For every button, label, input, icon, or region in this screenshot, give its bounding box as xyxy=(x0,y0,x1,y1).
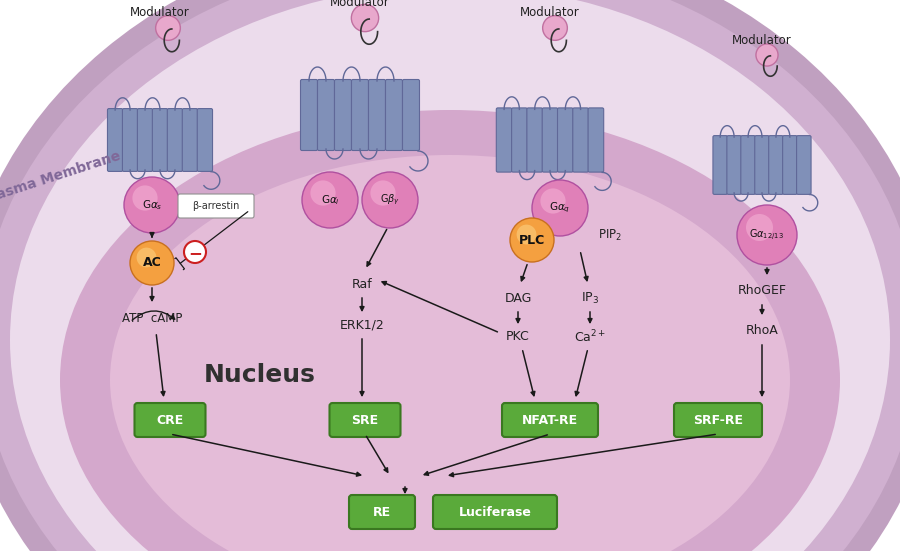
FancyBboxPatch shape xyxy=(713,136,727,195)
Text: RhoA: RhoA xyxy=(745,323,778,337)
FancyBboxPatch shape xyxy=(329,403,400,437)
Circle shape xyxy=(302,172,358,228)
Circle shape xyxy=(517,225,536,245)
Circle shape xyxy=(184,241,206,263)
FancyBboxPatch shape xyxy=(335,79,352,150)
FancyBboxPatch shape xyxy=(783,136,797,195)
FancyBboxPatch shape xyxy=(572,108,589,172)
FancyBboxPatch shape xyxy=(433,495,557,529)
Circle shape xyxy=(310,180,336,206)
Text: ATP  cAMP: ATP cAMP xyxy=(122,311,182,325)
Text: CRE: CRE xyxy=(157,413,184,426)
Text: PKC: PKC xyxy=(506,331,530,343)
Text: AC: AC xyxy=(142,257,161,269)
FancyBboxPatch shape xyxy=(542,108,558,172)
FancyBboxPatch shape xyxy=(796,136,811,195)
Text: RE: RE xyxy=(373,505,392,518)
Text: NFAT-RE: NFAT-RE xyxy=(522,413,578,426)
FancyBboxPatch shape xyxy=(197,109,212,171)
FancyBboxPatch shape xyxy=(496,108,512,172)
Ellipse shape xyxy=(110,155,790,551)
Circle shape xyxy=(362,172,418,228)
Text: Modulator: Modulator xyxy=(732,34,792,46)
Text: β-arrestin: β-arrestin xyxy=(193,201,239,211)
Text: Luciferase: Luciferase xyxy=(459,505,531,518)
Text: Ca$^{2+}$: Ca$^{2+}$ xyxy=(574,329,606,345)
Text: G$\beta_\gamma$: G$\beta_\gamma$ xyxy=(380,193,400,207)
FancyBboxPatch shape xyxy=(727,136,742,195)
FancyBboxPatch shape xyxy=(138,109,153,171)
Circle shape xyxy=(543,15,567,40)
Text: PLC: PLC xyxy=(519,234,545,246)
Text: DAG: DAG xyxy=(504,291,532,305)
Text: RhoGEF: RhoGEF xyxy=(737,284,787,296)
FancyBboxPatch shape xyxy=(107,109,122,171)
FancyBboxPatch shape xyxy=(122,109,138,171)
Circle shape xyxy=(532,180,588,236)
FancyBboxPatch shape xyxy=(385,79,402,150)
FancyBboxPatch shape xyxy=(402,79,419,150)
Text: Modulator: Modulator xyxy=(130,6,190,19)
Text: −: − xyxy=(188,244,202,262)
FancyBboxPatch shape xyxy=(511,108,527,172)
Circle shape xyxy=(156,15,180,40)
FancyBboxPatch shape xyxy=(674,403,762,437)
Text: G$\alpha_s$: G$\alpha_s$ xyxy=(141,198,162,212)
Text: PIP$_2$: PIP$_2$ xyxy=(598,228,622,242)
FancyBboxPatch shape xyxy=(301,79,318,150)
FancyBboxPatch shape xyxy=(134,403,205,437)
Ellipse shape xyxy=(60,110,840,551)
Circle shape xyxy=(540,188,565,214)
FancyBboxPatch shape xyxy=(152,109,167,171)
Text: Modulator: Modulator xyxy=(330,0,390,9)
Circle shape xyxy=(137,247,157,267)
Text: G$\alpha_q$: G$\alpha_q$ xyxy=(549,201,571,215)
FancyBboxPatch shape xyxy=(526,108,543,172)
FancyBboxPatch shape xyxy=(349,495,415,529)
Text: Raf: Raf xyxy=(352,278,373,291)
FancyBboxPatch shape xyxy=(178,194,254,218)
FancyBboxPatch shape xyxy=(741,136,755,195)
Text: Modulator: Modulator xyxy=(520,6,580,19)
FancyBboxPatch shape xyxy=(167,109,183,171)
FancyBboxPatch shape xyxy=(557,108,573,172)
Text: G$\alpha_{12/13}$: G$\alpha_{12/13}$ xyxy=(750,228,785,242)
Text: ERK1/2: ERK1/2 xyxy=(339,318,384,332)
Text: SRF-RE: SRF-RE xyxy=(693,413,743,426)
FancyBboxPatch shape xyxy=(769,136,783,195)
FancyBboxPatch shape xyxy=(755,136,770,195)
Text: Nucleus: Nucleus xyxy=(204,363,316,387)
FancyBboxPatch shape xyxy=(352,79,368,150)
FancyBboxPatch shape xyxy=(318,79,335,150)
FancyBboxPatch shape xyxy=(588,108,604,172)
Circle shape xyxy=(737,205,797,265)
Text: IP$_3$: IP$_3$ xyxy=(580,290,599,306)
Circle shape xyxy=(132,185,157,210)
Circle shape xyxy=(351,4,379,31)
Circle shape xyxy=(130,241,174,285)
Circle shape xyxy=(124,177,180,233)
Ellipse shape xyxy=(10,0,890,551)
Text: SRE: SRE xyxy=(351,413,379,426)
Circle shape xyxy=(371,180,396,206)
FancyBboxPatch shape xyxy=(502,403,598,437)
FancyBboxPatch shape xyxy=(368,79,385,150)
Circle shape xyxy=(746,214,773,241)
Circle shape xyxy=(510,218,554,262)
Text: Plasma Membrane: Plasma Membrane xyxy=(0,149,123,207)
Text: G$\alpha_i$: G$\alpha_i$ xyxy=(320,193,339,207)
Circle shape xyxy=(756,44,778,66)
FancyBboxPatch shape xyxy=(183,109,198,171)
